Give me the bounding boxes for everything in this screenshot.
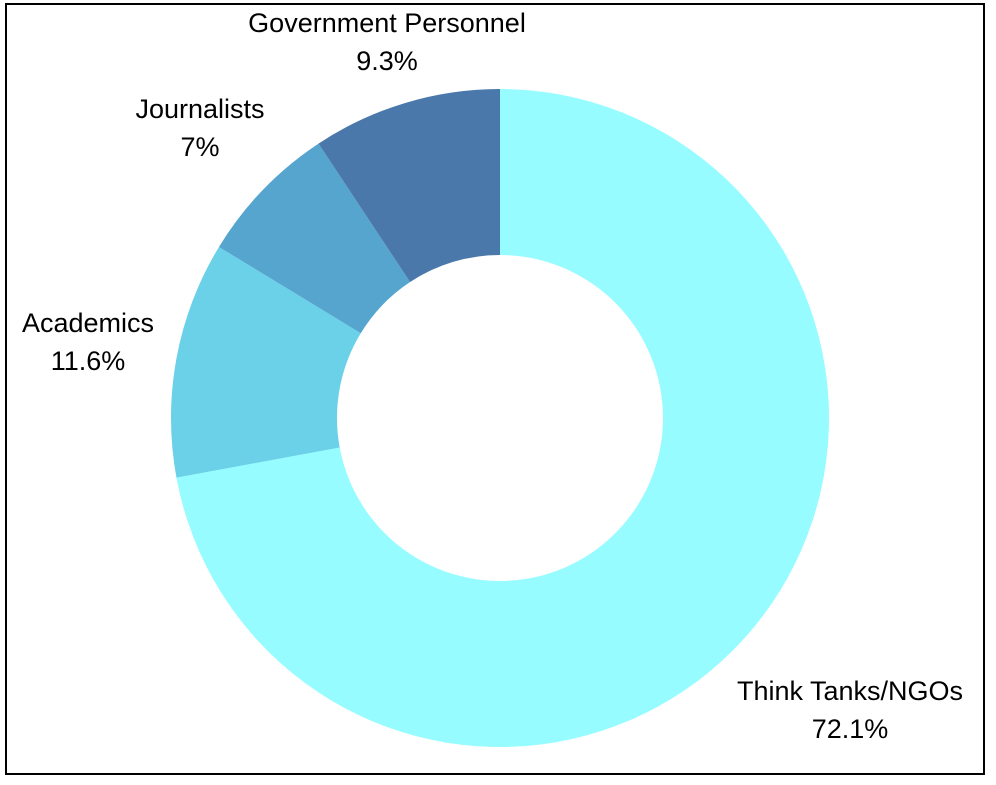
slice-label-value: 11.6%	[51, 346, 126, 376]
slice-label-value: 7%	[180, 132, 219, 162]
slice-think-tanks-ngos	[176, 89, 829, 748]
slice-label-name: Journalists	[135, 94, 264, 124]
donut-slices	[170, 89, 829, 748]
slice-label-name: Think Tanks/NGOs	[737, 676, 963, 706]
slice-labels: Think Tanks/NGOs 72.1% Academics 11.6% Journ…	[22, 8, 963, 744]
slice-label-value: 72.1%	[812, 714, 889, 744]
slice-label-name: Government Personnel	[248, 8, 526, 38]
slice-label-name: Academics	[22, 308, 154, 338]
slice-academics	[170, 246, 361, 478]
slice-label-value: 9.3%	[356, 46, 418, 76]
slice-journalists	[218, 143, 411, 334]
slice-government-personnel	[318, 89, 500, 283]
